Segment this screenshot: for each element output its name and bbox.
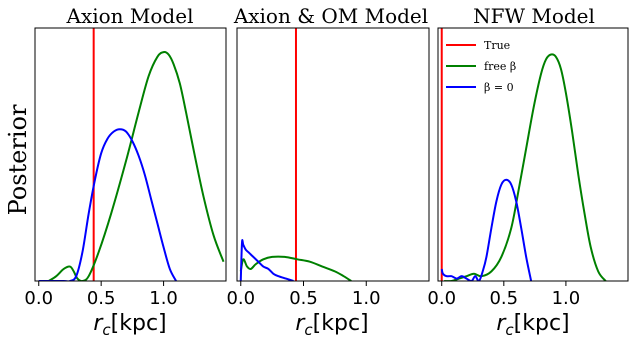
x-axis-label: rc[kpc] [496,311,569,339]
plot-frame [34,27,227,282]
x-tick-label: 0.5 [87,288,116,309]
x-tick-label: 0.5 [289,288,318,309]
panel-title: Axion Model [66,4,194,28]
series-beta-zero-line [440,178,533,281]
x-tick-label: 0.5 [489,288,518,309]
x-axis-label: rc[kpc] [295,311,368,339]
series-free-beta-line [444,53,607,281]
series-free-beta-line [48,51,225,281]
x-tick-label: 1.0 [352,288,381,309]
plot-frame [437,27,629,282]
panel-title: Axion & OM Model [233,4,428,28]
series-beta-zero-line [38,128,177,281]
series-free-beta-line [239,255,352,281]
y-axis-label: Posterior [4,104,32,215]
x-tick-label: 1.0 [552,288,581,309]
panel-title: NFW Model [473,4,595,28]
x-tick-label: 0.0 [24,288,53,309]
legend-label: β = 0 [484,81,514,94]
panel-nfw-model: NFW Model 0.0 0.5 1.0 True free β β = 0 rc[k… [427,4,629,339]
panel-axion-model: Axion Model 0.0 0.5 1.0 rc[kpc] [24,4,227,339]
plot-frame [236,27,430,282]
legend-label: True [484,39,510,52]
panel-axion-om-model: Axion & OM Model 0.0 0.5 1.0 rc[kpc] [226,4,430,339]
x-axis-label: rc[kpc] [93,311,166,339]
series-beta-zero-line [239,239,294,281]
x-tick-label: 1.0 [149,288,178,309]
x-tick-label: 0.0 [226,288,255,309]
x-tick-label: 0.0 [427,288,456,309]
legend-label: free β [484,60,516,73]
